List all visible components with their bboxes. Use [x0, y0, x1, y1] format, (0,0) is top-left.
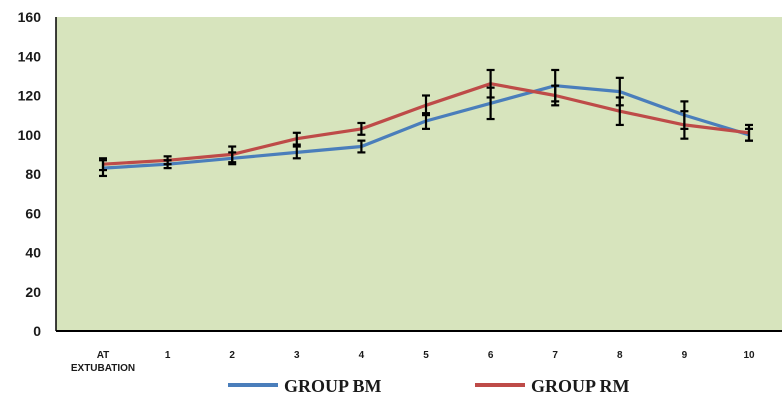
error-bar-rm: [99, 157, 107, 172]
error-bar-rm: [551, 84, 560, 107]
plot-area: [56, 17, 782, 331]
y-tick-label: 160: [18, 9, 42, 25]
error-bar-bm: [292, 145, 301, 160]
series-layer: [99, 68, 753, 178]
y-tick-label: 120: [18, 88, 42, 104]
x-tick-label-line: 2: [229, 350, 235, 361]
x-tick-label: 9: [682, 350, 688, 361]
error-bar-rm: [357, 121, 366, 136]
x-tick-label: 2: [229, 350, 235, 361]
error-bar-rm: [422, 94, 430, 117]
x-tick-label: 10: [743, 350, 755, 361]
x-tick-label-line: EXTUBATION: [71, 363, 135, 374]
x-tick-label: 5: [423, 350, 429, 361]
x-tick-label-line: 1: [165, 350, 171, 361]
x-tick-label: 1: [165, 350, 171, 361]
x-tick-label-line: AT: [97, 350, 110, 361]
x-tick-label-line: 10: [743, 350, 755, 361]
x-tick-label-line: 6: [488, 350, 494, 361]
y-tick-label: 100: [18, 127, 42, 143]
x-tick-label: 7: [552, 350, 558, 361]
error-bar-rm: [163, 155, 172, 166]
error-bar-rm: [680, 110, 689, 140]
error-bar-rm: [745, 123, 753, 142]
error-bar-rm: [228, 145, 237, 164]
y-tick-label: 60: [25, 205, 41, 221]
x-tick-label-line: 4: [359, 350, 365, 361]
legend-label-bm: GROUP BM: [284, 376, 382, 396]
error-bar-rm: [292, 131, 301, 146]
x-tick-label-line: 8: [617, 350, 623, 361]
error-bar-rm: [615, 96, 624, 127]
y-tick-label: 0: [33, 323, 41, 339]
legend: GROUP BM GROUP RM: [228, 376, 630, 396]
y-tick-label: 140: [18, 48, 42, 64]
x-tick-label-line: 3: [294, 350, 300, 361]
x-tick-label: 6: [488, 350, 494, 361]
x-tick-label-line: 5: [423, 350, 429, 361]
y-axis-ticks: 0 20 40 60 80 100 120 140 160: [18, 9, 42, 339]
x-tick-label-line: 7: [552, 350, 558, 361]
y-tick-label: 20: [25, 284, 41, 300]
x-tick-label: 8: [617, 350, 623, 361]
x-tick-label: AT EXTUBATION: [71, 350, 135, 374]
x-axis-ticks: AT EXTUBATION 1 2 3 4 5 6 7 8 9 10: [71, 350, 755, 374]
y-tick-label: 40: [25, 245, 41, 261]
error-bar-rm: [486, 68, 495, 99]
x-tick-label: 4: [359, 350, 365, 361]
x-tick-label: 3: [294, 350, 300, 361]
y-tick-label: 80: [25, 166, 41, 182]
error-bar-bm: [357, 139, 366, 154]
x-tick-label-line: 9: [682, 350, 688, 361]
legend-label-rm: GROUP RM: [531, 376, 630, 396]
